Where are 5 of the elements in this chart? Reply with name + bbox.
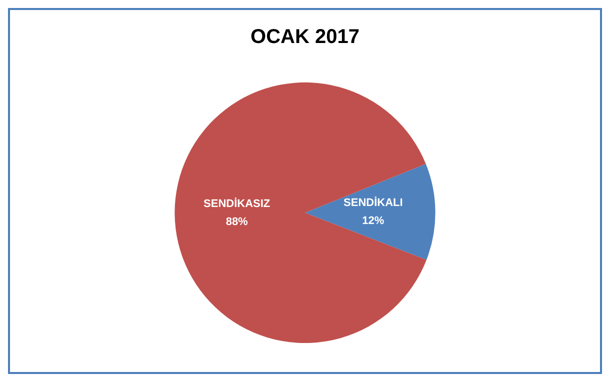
- chart-title: OCAK 2017: [250, 26, 360, 48]
- data-label: 88%: [226, 216, 248, 228]
- slice-label: SENDİKALI: [344, 196, 403, 210]
- slice-label: SENDİKASIZ: [204, 197, 270, 210]
- data-label: 12%: [362, 215, 384, 228]
